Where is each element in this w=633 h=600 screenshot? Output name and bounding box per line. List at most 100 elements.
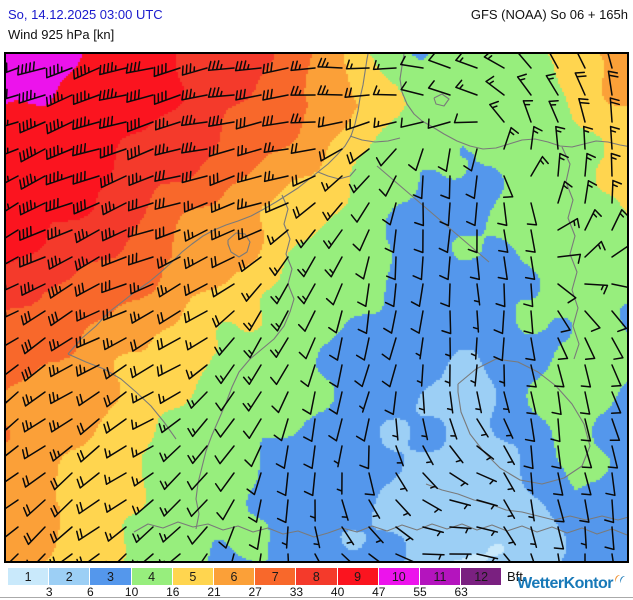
wind-barb: [328, 418, 343, 442]
wind-barb: [439, 256, 451, 281]
wind-barb: [422, 499, 442, 513]
wind-barb: [74, 228, 100, 244]
wind-barb: [497, 256, 508, 281]
wind-barb: [302, 391, 316, 415]
wind-barb: [524, 256, 536, 280]
wind-barb: [127, 198, 154, 212]
wind-barb: [104, 472, 127, 485]
wind-barb: [455, 79, 478, 96]
wind-barb: [341, 526, 355, 546]
wind-barb: [550, 418, 561, 443]
wind-barb: [210, 283, 235, 298]
wind-barb: [422, 553, 445, 560]
wind-barb: [502, 175, 514, 199]
wind-barb: [357, 310, 370, 335]
wind-barb: [215, 391, 235, 412]
geo-border-line: [376, 165, 490, 263]
wind-barb: [485, 75, 505, 96]
wind-barb: [6, 308, 19, 323]
geo-border-line: [281, 194, 295, 313]
wind-barb: [216, 499, 235, 521]
wind-barb: [325, 283, 343, 306]
wind-barb: [209, 172, 235, 187]
wind-barb: [103, 418, 127, 434]
wind-barb: [467, 229, 478, 254]
map-overlay-borders-and-barbs: [6, 54, 627, 561]
wind-barb: [6, 254, 19, 271]
wind-barb: [237, 198, 262, 210]
wind-barb: [610, 391, 622, 415]
wind-barb: [241, 283, 262, 302]
wind-barb: [295, 229, 316, 249]
wind-barb: [555, 553, 562, 561]
wind-barb: [18, 225, 46, 241]
wind-barb: [368, 553, 387, 561]
wind-barb: [611, 243, 627, 258]
wind-barb: [269, 364, 289, 386]
wind-barb: [584, 180, 598, 204]
wind-barb: [297, 310, 316, 332]
wind-barb: [72, 90, 100, 106]
wind-barb: [412, 256, 424, 281]
wind-barb: [48, 391, 73, 405]
wind-barb: [384, 229, 397, 254]
wind-barb: [131, 418, 154, 430]
wind-barb: [208, 144, 235, 157]
wind-barb: [525, 229, 536, 253]
wind-barb: [578, 98, 590, 123]
wind-barb: [333, 445, 343, 468]
wind-barb: [605, 472, 616, 497]
wind-barb: [276, 472, 289, 497]
wind-barb: [346, 148, 370, 165]
wind-barb: [580, 526, 587, 549]
wind-barb: [395, 472, 408, 492]
wind-barb: [183, 200, 208, 213]
wind-barb: [355, 418, 370, 442]
wind-barb: [584, 240, 606, 258]
wind-barb: [472, 310, 480, 333]
wind-barb: [382, 202, 397, 226]
wind-barb: [127, 224, 154, 238]
wind-barb: [6, 116, 19, 131]
wind-barb: [554, 499, 565, 523]
wind-barb: [297, 256, 316, 278]
wind-barb: [453, 113, 478, 124]
legend-class-box-bft-10: 10: [378, 568, 419, 585]
legend-class-box-bft-8: 8: [296, 568, 337, 585]
wind-barb: [473, 283, 481, 306]
wind-barb: [317, 116, 343, 128]
wind-barb: [303, 418, 316, 443]
wind-barb: [248, 553, 262, 561]
wind-barb: [584, 310, 601, 332]
wind-barb: [210, 256, 235, 269]
wind-barb: [159, 445, 181, 463]
wind-barb: [154, 117, 181, 131]
wind-barb: [344, 87, 370, 98]
wind-barb: [6, 553, 19, 561]
wind-barb: [328, 310, 343, 334]
wind-barb: [609, 125, 621, 150]
wind-barb: [449, 526, 472, 534]
legend-threshold-label: 3: [45, 585, 53, 599]
wind-barb: [248, 526, 262, 550]
wind-barb: [18, 89, 46, 104]
wind-barb: [187, 526, 208, 545]
wind-barb: [445, 337, 452, 360]
wind-barb: [470, 337, 478, 360]
wind-barb: [584, 283, 609, 295]
wind-barb: [185, 364, 208, 380]
wind-barb: [269, 337, 289, 358]
legend-threshold-label: 33: [289, 585, 304, 599]
wind-barb: [530, 553, 539, 561]
wind-barb: [242, 391, 262, 412]
wind-barb: [545, 54, 559, 69]
wind-barb: [469, 256, 481, 281]
wind-barb: [281, 526, 289, 549]
wind-barb: [557, 310, 571, 333]
wind-barb: [322, 202, 343, 221]
wind-barb: [48, 337, 73, 352]
wind-barb: [290, 113, 316, 124]
wind-barb: [527, 472, 534, 495]
wind-barb: [237, 144, 262, 157]
wind-barb: [75, 364, 100, 377]
